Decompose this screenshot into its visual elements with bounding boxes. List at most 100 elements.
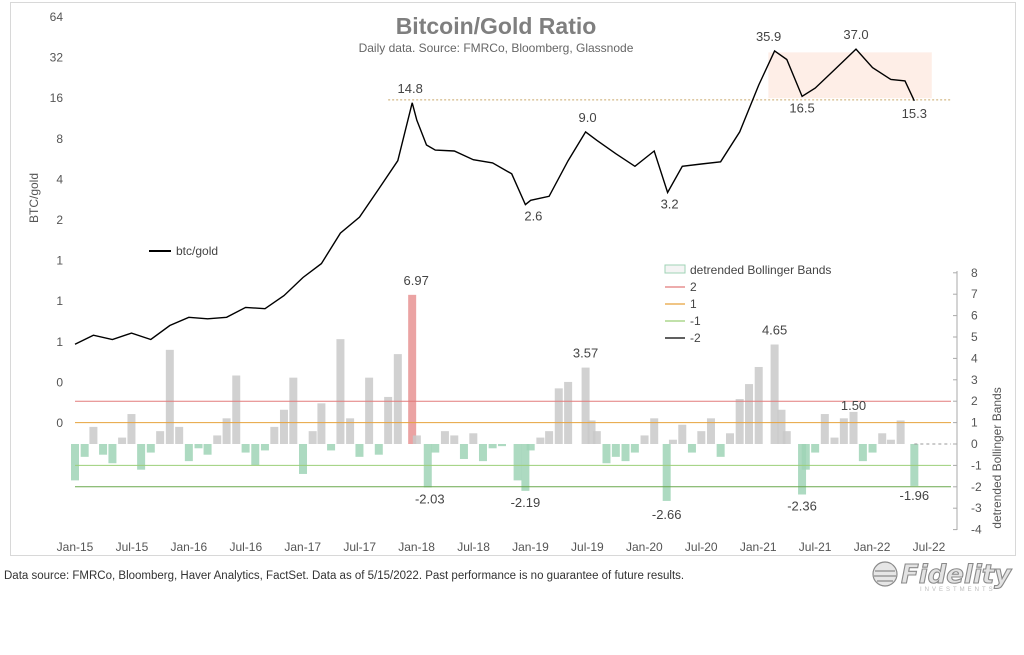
x-tick-label: Jan-19 — [512, 540, 549, 554]
bollinger-bar — [71, 444, 79, 481]
top-y-axis-label: BTC/gold — [27, 173, 41, 223]
top-y-tick-label: 1 — [56, 254, 63, 268]
bollinger-bar — [488, 444, 497, 449]
bollinger-bar — [777, 409, 786, 444]
bollinger-bar — [650, 418, 659, 444]
bollinger-bar — [687, 444, 696, 453]
x-tick-label: Jul-22 — [913, 540, 946, 554]
bottom-annotation-label: -2.03 — [415, 491, 445, 506]
bollinger-bar — [592, 431, 601, 444]
bollinger-bar — [327, 444, 336, 451]
bollinger-bar — [289, 377, 298, 444]
bollinger-bar — [587, 420, 596, 444]
bollinger-bar — [811, 444, 820, 453]
bollinger-bar — [545, 431, 554, 444]
bollinger-bar — [830, 437, 839, 444]
bollinger-fill-layer — [71, 294, 919, 501]
top-y-tick-label: 2 — [56, 213, 63, 227]
x-tick-label: Jul-15 — [116, 540, 149, 554]
bottom-y-tick-label: 3 — [971, 373, 978, 387]
bollinger-bar — [118, 437, 127, 444]
bollinger-bar — [80, 444, 89, 457]
top-y-tick-label: 64 — [50, 10, 64, 24]
bollinger-bar — [858, 444, 867, 462]
bollinger-bar — [384, 396, 393, 444]
bollinger-bar — [203, 444, 212, 455]
bollinger-bar — [137, 444, 146, 470]
top-annotation-label: 3.2 — [661, 196, 679, 211]
bollinger-bar — [630, 444, 639, 453]
bollinger-bar — [706, 418, 715, 444]
bollinger-bar — [431, 444, 440, 453]
bollinger-bar — [513, 444, 522, 481]
top-y-tick-label: 1 — [56, 294, 63, 308]
x-tick-label: Jan-21 — [740, 540, 777, 554]
bottom-y-tick-label: 4 — [971, 351, 978, 365]
bollinger-bar — [279, 409, 288, 444]
bottom-annotation-label: 1.50 — [841, 398, 866, 413]
bottom-y-tick-label: 8 — [971, 266, 978, 280]
top-annotation-label: 9.0 — [579, 110, 597, 125]
bollinger-bar — [459, 444, 468, 459]
bollinger-bar — [820, 414, 829, 444]
bollinger-bar — [697, 431, 706, 444]
bottom-annotation-label: 4.65 — [762, 322, 787, 337]
bollinger-bar — [412, 435, 421, 444]
x-tick-label: Jul-19 — [571, 540, 604, 554]
bottom-annotation-label: 6.97 — [404, 273, 429, 288]
chart-frame: Bitcoin/Gold Ratio Daily data. Source: F… — [10, 2, 1016, 556]
bottom-y-tick-label: -4 — [971, 523, 982, 537]
top-y-tick-label: 1 — [56, 335, 63, 349]
btc-gold-series-line — [74, 48, 915, 345]
bollinger-bar — [745, 384, 754, 444]
bollinger-bar — [365, 377, 374, 444]
bollinger-bar — [801, 444, 810, 470]
bollinger-bar — [184, 444, 193, 462]
bollinger-bar — [393, 354, 402, 444]
bollinger-bar — [355, 444, 364, 457]
bottom-y-tick-label: -1 — [971, 458, 982, 472]
top-y-tick-label: 0 — [56, 416, 63, 430]
bottom-annotation-label: 3.57 — [573, 346, 598, 361]
bollinger-bar — [782, 431, 791, 444]
bottom-y-axis-label: detrended Bollinger Bands — [990, 387, 1004, 528]
x-tick-label: Jan-18 — [398, 540, 435, 554]
top-y-tick-label: 16 — [50, 91, 64, 105]
bollinger-bar — [735, 399, 744, 444]
bollinger-bar — [878, 433, 887, 444]
bollinger-bar — [213, 435, 222, 444]
legend-label: 1 — [690, 297, 697, 311]
bollinger-bar — [232, 375, 241, 444]
x-tick-label: Jan-22 — [854, 540, 891, 554]
bollinger-bar — [251, 444, 260, 466]
bollinger-bar — [270, 426, 279, 444]
bitcoin-gold-ratio-chart: Bitcoin/Gold Ratio Daily data. Source: F… — [27, 10, 1004, 554]
bollinger-bar — [89, 426, 98, 444]
fidelity-logo-subtext: INVESTMENTS — [920, 587, 996, 593]
bollinger-bar — [408, 294, 417, 444]
top-y-tick-label: 4 — [56, 172, 63, 186]
x-tick-label: Jan-20 — [626, 540, 663, 554]
bollinger-bar — [440, 431, 449, 444]
bollinger-bar — [726, 433, 735, 444]
bottom-y-tick-label: -2 — [971, 480, 982, 494]
fidelity-logo: Fidelity INVESTMENTS — [872, 559, 1013, 593]
bollinger-bar — [521, 444, 530, 491]
bollinger-bar — [754, 366, 763, 444]
bollinger-bar — [611, 444, 620, 457]
bottom-y-tick-label: 5 — [971, 330, 978, 344]
bollinger-bar — [526, 444, 535, 451]
band-lines-layer — [75, 99, 951, 488]
bollinger-bar — [564, 381, 573, 444]
bollinger-bar — [640, 435, 649, 444]
x-tick-label: Jul-21 — [799, 540, 832, 554]
fidelity-logo-text: Fidelity — [901, 560, 1012, 590]
x-tick-label: Jul-18 — [457, 540, 490, 554]
x-tick-label: Jan-16 — [171, 540, 208, 554]
bollinger-bar — [260, 444, 269, 451]
bollinger-bar — [678, 424, 687, 444]
bollinger-bar — [896, 420, 905, 444]
bollinger-bar — [662, 444, 671, 501]
bollinger-bar — [317, 403, 326, 444]
